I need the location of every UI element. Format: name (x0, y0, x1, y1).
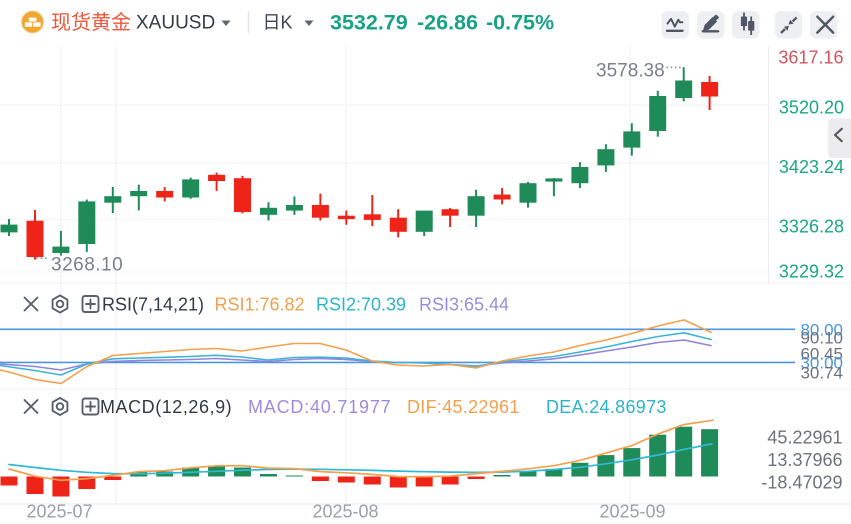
svg-text:现货黄金: 现货黄金 (51, 11, 131, 34)
svg-text:30.00: 30.00 (800, 353, 843, 372)
svg-text:-0.75%: -0.75% (486, 11, 554, 35)
svg-text:RSI2:70.39: RSI2:70.39 (316, 295, 406, 315)
svg-text:DEA:24.86973: DEA:24.86973 (546, 397, 667, 417)
svg-text:-18.47029: -18.47029 (761, 473, 842, 493)
svg-text:45.22961: 45.22961 (767, 428, 842, 448)
svg-text:3578.38: 3578.38 (596, 61, 665, 82)
svg-text:3423.24: 3423.24 (779, 157, 844, 177)
svg-text:90.10: 90.10 (800, 329, 843, 348)
svg-text:3617.16: 3617.16 (778, 48, 843, 68)
svg-text:3520.20: 3520.20 (779, 97, 844, 117)
svg-text:MACD(12,26,9): MACD(12,26,9) (100, 397, 232, 417)
svg-text:60.45: 60.45 (800, 345, 843, 364)
svg-text:RSI(7,14,21): RSI(7,14,21) (102, 295, 204, 315)
svg-text:2025-09: 2025-09 (599, 502, 665, 522)
svg-text:80.00: 80.00 (800, 320, 843, 339)
svg-text:MACD:40.71977: MACD:40.71977 (248, 397, 391, 417)
svg-text:日K: 日K (263, 13, 293, 33)
svg-text:3326.28: 3326.28 (779, 217, 844, 237)
svg-text:RSI1:76.82: RSI1:76.82 (215, 295, 305, 315)
svg-text:3268.10: 3268.10 (51, 255, 123, 276)
svg-text:30.74: 30.74 (800, 364, 843, 383)
svg-text:3229.32: 3229.32 (779, 261, 844, 281)
svg-text:-26.86: -26.86 (417, 11, 478, 35)
svg-text:XAUUSD: XAUUSD (136, 13, 215, 34)
svg-text:DIF:45.22961: DIF:45.22961 (407, 397, 520, 417)
svg-text:2025-07: 2025-07 (26, 502, 92, 522)
svg-text:2025-08: 2025-08 (312, 502, 378, 522)
svg-text:3532.79: 3532.79 (330, 11, 408, 35)
svg-text:13.37966: 13.37966 (767, 450, 842, 470)
svg-text:RSI3:65.44: RSI3:65.44 (419, 295, 509, 315)
